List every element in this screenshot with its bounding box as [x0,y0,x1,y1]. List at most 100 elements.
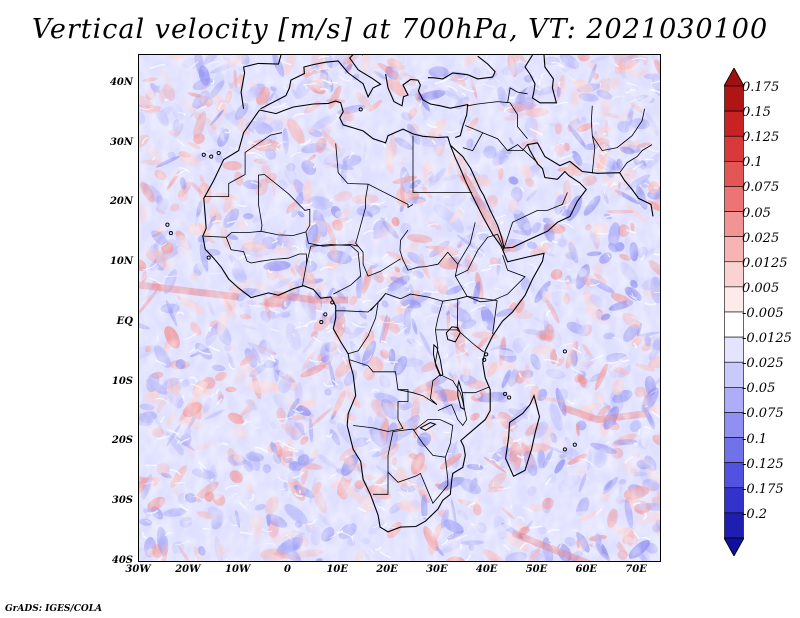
colorbar-swatch [724,85,744,112]
political-border [467,255,526,303]
political-border [373,455,389,495]
lat-tick-label: EQ [116,315,133,327]
lon-tick-label: 30E [426,564,448,575]
colorbar-level-label: 0.005 [742,280,780,296]
map-title: Vertical velocity [m/s] at 700hPa, VT: 2… [31,14,769,45]
political-border [335,293,386,313]
lon-tick-label: 10W [225,564,251,575]
political-border [204,158,246,197]
colorbar-swatch [724,236,744,263]
political-border [456,295,498,335]
political-border [387,428,449,504]
lat-tick-label: 10S [111,375,133,387]
colorbar-bottom-arrow [724,537,744,556]
lake-outline [419,422,437,431]
colorbar-top-arrow [724,68,744,87]
colorbar-swatch [724,412,744,438]
lat-tick-label: 30N [109,136,133,148]
political-border [507,87,528,103]
colorbar-swatch [724,487,744,514]
lon-tick-label: 70E [625,564,647,575]
colorbar-level-label: 0.175 [742,80,780,95]
africa-coastline [202,100,545,533]
political-border [370,229,468,312]
colorbar-level-label: -0.05 [742,381,776,397]
colorbar-level-label: -0.125 [742,456,784,472]
island-outline [358,107,363,112]
political-border [462,132,484,152]
colorbar [724,68,744,556]
island-outline [165,222,170,227]
colorbar-level-label: 0.15 [742,105,771,121]
island-outline [209,154,214,159]
colorbar-level-label: 0.0125 [742,255,788,271]
lon-tick-label: 50E [525,564,548,575]
political-border [457,222,476,265]
political-border [349,359,409,432]
political-border [412,135,473,193]
lat-tick-label: 40S [111,555,133,566]
madagascar-coastline [505,394,541,478]
lon-tick-label: 20E [376,564,398,575]
political-border [591,108,645,152]
texture-overlay [139,55,660,561]
lat-tick-label: 30S [111,495,133,507]
colorbar-level-label: -0.1 [742,431,768,447]
political-border [413,419,454,458]
colorbar-swatch [724,135,744,162]
colorbar-swatch [724,311,744,338]
colorbar-swatch [724,186,744,212]
colorbar-level-label: -0.005 [742,306,784,321]
lake-outline [457,379,465,411]
island-outline [484,352,489,357]
colorbar-swatch [724,286,744,313]
political-border [355,184,401,277]
colorbar-swatch [724,110,744,137]
lat-tick-label: 20S [111,435,133,447]
island-outline [216,150,221,156]
island-outline [572,442,577,447]
colorbar-swatch [724,361,744,388]
political-border [203,230,262,238]
island-outline [482,357,487,362]
island-outline [503,391,508,396]
colorbar-level-label: -0.0125 [742,331,792,347]
island-outline [562,447,567,452]
political-border [225,237,307,265]
lat-tick-label: 10N [109,256,133,268]
colorbar-swatch [724,211,744,237]
lon-tick-label: 0 [283,564,291,575]
political-border [397,329,441,405]
caspian-coastline [524,55,558,104]
coastline-layer [165,55,654,533]
lake-outline [432,343,444,377]
island-outline [319,320,324,325]
political-border [462,386,490,394]
political-border [619,144,653,173]
velocity-field-map [139,55,660,561]
political-border [437,374,468,427]
political-border [503,192,568,249]
island-outline [168,231,173,236]
political-border [348,302,379,355]
colorbar-swatch [724,336,744,363]
mediterranean-north-coastline [260,55,382,110]
colorbar-swatch [724,462,744,489]
political-border [244,132,283,159]
lon-tick-label: 20W [175,564,201,575]
colorbar-swatch [724,512,744,539]
map-plot-area[interactable] [138,54,661,562]
arabia-coastline [449,142,654,249]
colorbar-level-label: 0.1 [742,155,763,171]
island-outline [562,349,567,354]
political-border [455,233,505,277]
colorbar-level-label: -0.2 [742,506,768,522]
grads-credit: GrADS: IGES/COLA [5,604,103,614]
colorbar-level-label: 0.125 [742,130,780,146]
island-outline [323,312,328,317]
colorbar-level-label: -0.175 [742,481,784,497]
political-border [507,144,538,163]
iberia-coastline [240,55,282,109]
eastern-mediterranean-coastline [385,74,469,139]
black-sea-coastline [427,55,496,80]
